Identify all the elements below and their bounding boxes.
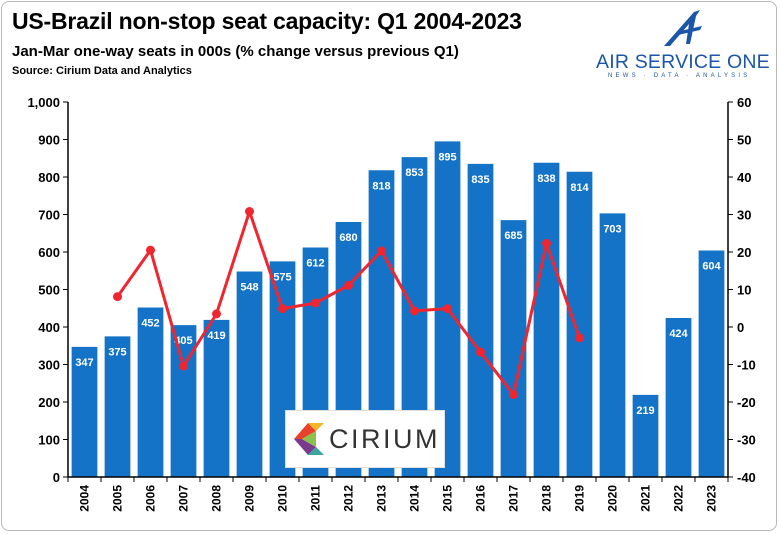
x-tick-label-2021: 2021	[639, 485, 653, 512]
logo-tagline: NEWS · DATA · ANALYSIS	[608, 73, 751, 79]
x-tick-label-2007: 2007	[177, 485, 191, 512]
pct-change-point-2010	[278, 304, 287, 314]
pct-change-point-2014	[410, 306, 419, 316]
bar-2008	[203, 319, 230, 477]
chart-subtitle: Jan-Mar one-way seats in 000s (% change …	[12, 43, 459, 60]
right-tick-label: -40	[737, 470, 756, 485]
bar-label-2006: 452	[141, 318, 159, 330]
bar-label-2013: 818	[372, 180, 390, 192]
source-note: Source: Cirium Data and Analytics	[12, 65, 192, 77]
bar-label-2021: 219	[636, 405, 654, 417]
bar-2022	[665, 318, 692, 477]
left-tick-label: 900	[38, 133, 60, 148]
x-tick-label-2006: 2006	[144, 485, 158, 512]
pct-change-point-2012	[344, 280, 353, 290]
pct-change-point-2009	[245, 207, 254, 216]
bar-2019	[566, 171, 593, 477]
cirium-wordmark: CIRIUM	[329, 424, 440, 454]
bar-2016	[467, 163, 494, 477]
left-tick-label: 300	[38, 358, 60, 373]
bar-label-2008: 419	[207, 330, 225, 342]
bar-label-2012: 680	[339, 232, 357, 244]
left-tick-label: 600	[38, 245, 60, 260]
bar-label-2020: 703	[603, 223, 621, 235]
pct-change-point-2019	[575, 333, 584, 343]
bar-label-2010: 575	[273, 271, 291, 283]
x-tick-label-2012: 2012	[342, 485, 356, 512]
left-tick-label: 100	[38, 433, 60, 448]
pct-change-point-2011	[311, 298, 320, 308]
right-tick-label: 20	[737, 245, 751, 260]
x-tick-label-2016: 2016	[474, 485, 488, 512]
right-tick-label: 50	[737, 133, 751, 148]
left-tick-label: 800	[38, 170, 60, 185]
bar-2004	[71, 346, 98, 477]
bar-2005	[104, 336, 131, 477]
x-tick-label-2008: 2008	[210, 485, 224, 512]
bar-label-2023: 604	[702, 261, 721, 273]
x-tick-label-2013: 2013	[375, 485, 389, 512]
right-tick-label: -30	[737, 433, 756, 448]
bar-label-2007: 405	[174, 335, 192, 347]
x-tick-label-2018: 2018	[540, 485, 554, 512]
pct-change-point-2017	[509, 390, 518, 399]
left-tick-label: 1,000	[27, 95, 60, 110]
x-tick-label-2009: 2009	[243, 485, 257, 512]
logo-name: AIR SERVICE ONE	[596, 51, 770, 73]
left-tick-label: 500	[38, 283, 60, 298]
cirium-logo-icon	[294, 423, 324, 455]
bar-label-2005: 375	[108, 346, 126, 358]
left-tick-label: 700	[38, 208, 60, 223]
bar-2023	[698, 250, 725, 477]
bar-2018	[533, 162, 560, 477]
left-tick-label: 400	[38, 320, 60, 335]
bar-label-2009: 548	[240, 282, 258, 294]
left-tick-label: 200	[38, 395, 60, 410]
bar-2007	[170, 325, 197, 477]
bar-label-2017: 685	[504, 230, 522, 242]
pct-change-point-2005	[113, 292, 122, 302]
x-tick-label-2015: 2015	[441, 485, 455, 512]
bar-2021	[632, 394, 659, 477]
right-tick-label: -10	[737, 358, 756, 373]
x-tick-label-2020: 2020	[606, 485, 620, 512]
bar-2006	[137, 307, 164, 477]
bar-label-2011: 612	[306, 258, 324, 270]
x-tick-label-2014: 2014	[408, 485, 422, 512]
bar-label-2004: 347	[75, 357, 93, 369]
right-tick-label: 30	[737, 208, 751, 223]
right-tick-label: -20	[737, 395, 756, 410]
right-tick-label: 40	[737, 170, 751, 185]
bar-label-2014: 853	[405, 167, 423, 179]
bar-label-2016: 835	[471, 174, 489, 186]
chart-title: US-Brazil non-stop seat capacity: Q1 200…	[12, 8, 522, 34]
bar-2020	[599, 213, 626, 477]
x-tick-label-2004: 2004	[78, 485, 92, 512]
pct-change-point-2016	[476, 347, 485, 357]
x-tick-label-2019: 2019	[573, 485, 587, 512]
left-tick-label: 0	[53, 470, 60, 485]
cirium-watermark: CIRIUM	[285, 410, 445, 468]
pct-change-point-2008	[212, 309, 221, 319]
bar-label-2019: 814	[570, 182, 589, 194]
x-tick-label-2023: 2023	[705, 485, 719, 512]
air-service-one-logo-icon	[664, 10, 702, 46]
right-tick-label: 60	[737, 95, 751, 110]
pct-change-point-2015	[443, 304, 452, 314]
pct-change-point-2006	[146, 245, 155, 255]
right-tick-label: 10	[737, 283, 751, 298]
x-tick-label-2010: 2010	[276, 485, 290, 512]
bar-label-2022: 424	[669, 328, 688, 340]
bar-label-2018: 838	[537, 173, 555, 185]
bar-label-2015: 895	[438, 151, 456, 163]
x-tick-label-2017: 2017	[507, 485, 521, 512]
x-tick-label-2005: 2005	[111, 485, 125, 512]
bar-2009	[236, 271, 263, 477]
right-tick-label: 0	[737, 320, 744, 335]
pct-change-point-2013	[377, 246, 386, 256]
pct-change-point-2018	[542, 238, 551, 248]
x-tick-label-2011: 2011	[309, 485, 323, 511]
x-tick-label-2022: 2022	[672, 485, 686, 512]
pct-change-point-2007	[179, 361, 188, 371]
